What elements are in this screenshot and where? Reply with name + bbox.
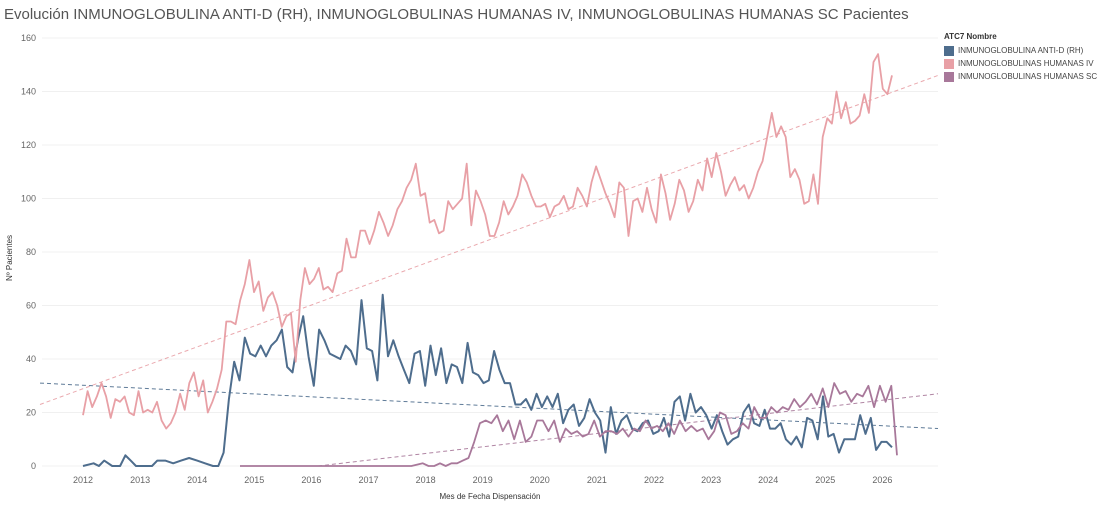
y-tick-label: 100 [21, 194, 36, 204]
x-tick-label: 2021 [587, 475, 607, 485]
chart-title: Evolución INMUNOGLOBULINA ANTI-D (RH), I… [4, 6, 909, 23]
x-tick-label: 2025 [815, 475, 835, 485]
x-axis-label: Mes de Fecha Dispensación [440, 492, 541, 501]
y-axis-label: Nº Pacientes [5, 235, 14, 281]
x-tick-label: 2018 [416, 475, 436, 485]
x-axis-ticks: 2012 2013 2014 2015 2016 2017 2018 2019 2020 2021… [73, 475, 892, 485]
trend-line [39, 382, 939, 430]
x-tick-label: 2014 [187, 475, 207, 485]
x-tick-label: 2012 [73, 475, 93, 485]
trend-line [317, 393, 939, 467]
y-tick-label: 60 [26, 301, 36, 311]
y-axis-ticks: 0 20 40 60 80 100 120 140 160 [21, 33, 36, 471]
series-line[interactable] [82, 53, 893, 430]
legend-title: ATC7 Nombre [944, 32, 997, 41]
trend-line [39, 74, 939, 405]
y-tick-label: 0 [31, 461, 36, 471]
legend-label: INMUNOGLOBULINAS HUMANAS IV [958, 59, 1094, 68]
y-tick-label: 120 [21, 140, 36, 150]
legend-item-humanas-iv[interactable]: INMUNOGLOBULINAS HUMANAS IV [944, 57, 1102, 70]
x-tick-label: 2017 [358, 475, 378, 485]
legend-swatch [944, 58, 954, 69]
y-tick-label: 20 [26, 408, 36, 418]
series-line[interactable] [82, 293, 893, 467]
x-tick-label: 2024 [758, 475, 778, 485]
legend: ATC7 Nombre INMUNOGLOBULINA ANTI-D (RH) … [944, 32, 1102, 83]
trend-lines [39, 74, 939, 467]
x-tick-label: 2026 [872, 475, 892, 485]
x-tick-label: 2016 [301, 475, 321, 485]
x-tick-label: 2013 [130, 475, 150, 485]
y-tick-label: 80 [26, 247, 36, 257]
legend-item-humanas-sc[interactable]: INMUNOGLOBULINAS HUMANAS SC [944, 70, 1102, 83]
series-line[interactable] [240, 382, 898, 467]
y-tick-label: 140 [21, 87, 36, 97]
series-lines [82, 53, 898, 467]
legend-label: INMUNOGLOBULINA ANTI-D (RH) [958, 46, 1084, 55]
x-tick-label: 2015 [244, 475, 264, 485]
x-tick-label: 2019 [473, 475, 493, 485]
legend-label: INMUNOGLOBULINAS HUMANAS SC [958, 72, 1098, 81]
legend-swatch [944, 71, 954, 82]
legend-swatch [944, 45, 954, 56]
y-tick-label: 160 [21, 33, 36, 43]
x-tick-label: 2022 [644, 475, 664, 485]
y-tick-label: 40 [26, 354, 36, 364]
legend-item-anti-d[interactable]: INMUNOGLOBULINA ANTI-D (RH) [944, 44, 1102, 57]
x-tick-label: 2023 [701, 475, 721, 485]
x-tick-label: 2020 [530, 475, 550, 485]
gridlines [42, 37, 938, 467]
